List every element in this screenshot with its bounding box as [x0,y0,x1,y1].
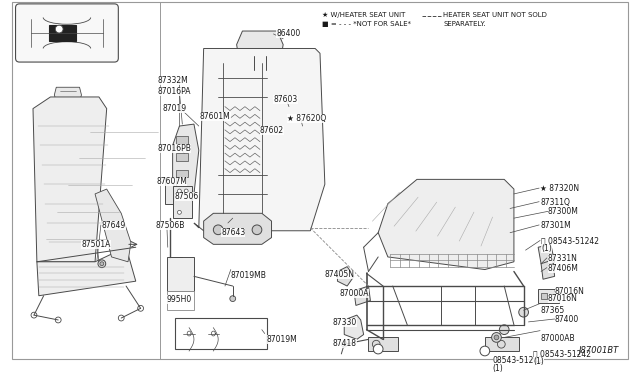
Polygon shape [173,186,192,218]
Polygon shape [173,124,199,203]
Text: (1): (1) [541,244,552,253]
Bar [167,291,194,310]
Text: 87311Q: 87311Q [540,198,570,207]
Text: HEATER SEAT UNIT NOT SOLD: HEATER SEAT UNIT NOT SOLD [443,12,547,17]
Polygon shape [165,177,177,203]
Polygon shape [538,244,555,270]
Text: 87016N: 87016N [548,294,578,303]
Circle shape [230,296,236,302]
Text: 87418: 87418 [333,339,356,348]
Text: 87301M: 87301M [540,221,571,230]
Circle shape [55,25,63,33]
Polygon shape [54,87,81,107]
Bar [177,153,188,161]
Text: SEPARATELY.: SEPARATELY. [443,21,486,27]
Circle shape [373,344,383,354]
Polygon shape [95,189,131,262]
Circle shape [118,315,124,321]
Circle shape [184,189,188,193]
Bar [49,25,76,41]
Text: 87019M: 87019M [267,334,298,343]
FancyBboxPatch shape [15,4,118,62]
Polygon shape [33,97,107,262]
Text: 87603: 87603 [273,95,298,104]
Circle shape [55,317,61,323]
Text: 87000AB: 87000AB [540,334,575,343]
Circle shape [497,340,505,348]
Text: 86400: 86400 [276,29,301,38]
Circle shape [519,307,529,317]
Polygon shape [541,260,555,279]
Text: ★ W/HEATER SEAT UNIT: ★ W/HEATER SEAT UNIT [322,12,405,18]
Circle shape [138,305,143,311]
Text: 87406M: 87406M [548,264,579,273]
Text: 87330: 87330 [333,318,357,327]
Text: Ⓢ 08543-51242: Ⓢ 08543-51242 [533,349,591,358]
Text: 87300M: 87300M [548,208,579,217]
Text: 87506: 87506 [175,192,199,201]
Text: 87643: 87643 [221,228,245,237]
Text: 87601M: 87601M [200,112,230,121]
Circle shape [252,225,262,235]
Text: 87649: 87649 [102,221,126,230]
Circle shape [31,312,37,318]
Bar [369,337,397,351]
Text: 87400: 87400 [555,315,579,324]
Text: 87365: 87365 [540,307,564,315]
Bar [485,337,519,351]
Polygon shape [354,286,371,305]
Text: 87019MB: 87019MB [231,272,267,280]
Polygon shape [237,31,283,56]
Text: 08543-51242: 08543-51242 [493,356,543,365]
Text: 87016PA: 87016PA [157,87,191,96]
Bar [175,318,267,349]
Text: 87019: 87019 [163,104,187,113]
Circle shape [98,260,106,267]
Text: ★ 87620Q: ★ 87620Q [287,115,326,124]
Bar [541,293,547,299]
Text: 995H0: 995H0 [167,295,192,304]
Text: 87000A: 87000A [339,289,369,298]
Polygon shape [204,213,271,244]
Text: 87405N: 87405N [325,270,355,279]
Text: 87501A: 87501A [81,240,111,250]
Circle shape [177,211,181,214]
Circle shape [499,325,509,334]
Text: J87001BT: J87001BT [579,346,619,355]
Text: ★ 87320N: ★ 87320N [540,184,579,193]
Text: 87016N: 87016N [555,287,584,296]
Circle shape [492,333,501,342]
Text: 87331N: 87331N [548,254,578,263]
Circle shape [372,340,380,348]
Circle shape [213,225,223,235]
Bar [177,136,188,144]
Bar [177,170,188,177]
Bar [167,257,194,291]
Bar [538,289,559,302]
Circle shape [480,346,490,356]
Circle shape [100,262,104,266]
Text: Ⓢ 08543-51242: Ⓢ 08543-51242 [541,237,599,246]
Text: 87332M: 87332M [157,76,188,84]
Text: 87607M: 87607M [156,177,187,186]
Polygon shape [378,179,514,270]
Text: (1): (1) [493,363,503,372]
Polygon shape [344,315,364,339]
Text: ■ = - - - *NOT FOR SALE*: ■ = - - - *NOT FOR SALE* [322,21,411,27]
Circle shape [341,341,347,347]
Circle shape [177,189,181,193]
Circle shape [494,335,499,340]
Polygon shape [37,247,136,296]
Text: 87602: 87602 [260,126,284,135]
Polygon shape [337,267,354,286]
Text: 87506B: 87506B [155,221,184,230]
Text: 87016PB: 87016PB [157,144,191,153]
Polygon shape [204,53,305,221]
Polygon shape [194,48,325,231]
Text: (1): (1) [533,357,544,366]
